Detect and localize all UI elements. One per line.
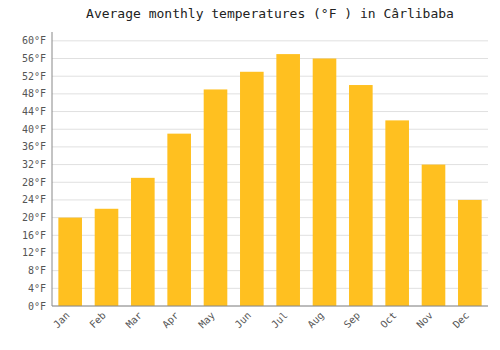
- bars: [58, 54, 481, 306]
- bar: [385, 120, 409, 306]
- y-tick-label: 8°F: [28, 265, 46, 276]
- y-tick-label: 56°F: [22, 53, 46, 64]
- x-tick-label: Dec: [451, 310, 472, 331]
- y-tick-label: 20°F: [22, 212, 46, 223]
- bar: [276, 54, 300, 306]
- grid-line: [52, 129, 488, 130]
- x-tick-label: Aug: [305, 310, 326, 331]
- y-tick-label: 48°F: [22, 88, 46, 99]
- y-tick-label: 36°F: [22, 141, 46, 152]
- bar: [349, 85, 373, 306]
- x-tick-label: Sep: [342, 310, 363, 331]
- x-tick-label: May: [196, 310, 217, 331]
- x-tick-label: Oct: [378, 310, 399, 331]
- bar: [131, 178, 155, 306]
- grid-line: [52, 111, 488, 112]
- x-axis-line: [52, 306, 488, 307]
- x-tick-label: Jun: [233, 310, 254, 331]
- x-tick-label: Jan: [51, 310, 72, 331]
- grid-line: [52, 306, 488, 307]
- x-tick-label: Jul: [269, 310, 290, 331]
- grid-line: [52, 93, 488, 94]
- y-tick-label: 32°F: [22, 159, 46, 170]
- grid-line: [52, 76, 488, 77]
- y-tick-label: 60°F: [22, 35, 46, 46]
- y-tick-label: 12°F: [22, 247, 46, 258]
- bar: [458, 200, 482, 306]
- x-tick-label: Nov: [414, 310, 435, 331]
- bar: [58, 218, 82, 306]
- y-tick-label: 40°F: [22, 124, 46, 135]
- bar: [95, 209, 119, 306]
- bar: [240, 72, 264, 306]
- y-tick-label: 44°F: [22, 106, 46, 117]
- x-tick-label: Apr: [160, 310, 181, 331]
- y-axis-line: [52, 32, 53, 306]
- grid-line: [52, 146, 488, 147]
- grid-line: [52, 40, 488, 41]
- y-tick-label: 0°F: [28, 301, 46, 312]
- bar: [422, 165, 446, 306]
- x-tick-label: Mar: [124, 310, 145, 331]
- bar: [167, 134, 191, 306]
- y-tick-label: 24°F: [22, 194, 46, 205]
- grid: [52, 41, 488, 306]
- y-tick-label: 16°F: [22, 230, 46, 241]
- grid-line: [52, 58, 488, 59]
- title: Average monthly temperatures (°F ) in Câ…: [86, 6, 454, 21]
- y-tick-label: 52°F: [22, 71, 46, 82]
- y-tick-label: 4°F: [28, 283, 46, 294]
- bar: [204, 89, 228, 306]
- x-tick-label: Feb: [87, 310, 108, 331]
- bar: [313, 59, 337, 306]
- y-tick-label: 28°F: [22, 177, 46, 188]
- chart: Average monthly temperatures (°F ) in Câ…: [0, 0, 500, 350]
